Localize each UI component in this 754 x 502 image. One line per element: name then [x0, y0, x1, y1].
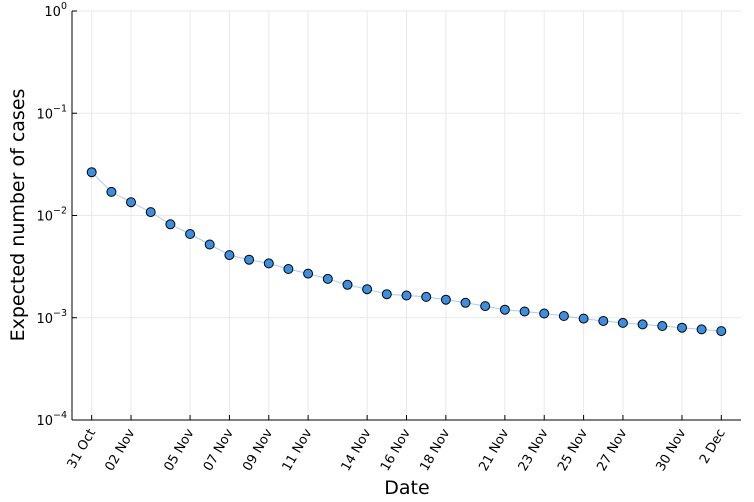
data-point — [440, 294, 451, 305]
data-point — [342, 279, 353, 290]
data-point — [401, 290, 412, 301]
data-point — [539, 308, 550, 319]
data-point — [480, 301, 491, 312]
x-tick-label: 21 Nov — [476, 426, 512, 474]
data-point — [499, 304, 510, 315]
data-point — [716, 326, 727, 337]
x-tick-label: 31 Oct — [65, 427, 100, 472]
data-point — [303, 268, 314, 279]
data-point — [460, 297, 471, 308]
x-tick-label: 02 Nov — [102, 426, 138, 474]
grid-lines — [72, 10, 741, 421]
axes — [71, 10, 741, 421]
data-point — [696, 324, 707, 335]
x-tick-label: 14 Nov — [339, 426, 375, 474]
data-point — [421, 291, 432, 302]
x-tick-labels: 31 Oct 02 Nov 05 Nov 07 Nov 09 Nov 11 Nov 14 N… — [65, 426, 729, 474]
data-point — [165, 219, 176, 230]
y-tick-label: 10−4 — [36, 410, 67, 429]
x-tick-label: 18 Nov — [417, 426, 453, 474]
data-point — [657, 321, 668, 331]
data-point — [558, 311, 569, 321]
x-tick-label: 23 Nov — [516, 426, 552, 474]
data-point — [145, 207, 156, 218]
y-tick-label: 100 — [44, 1, 67, 20]
data-point — [204, 239, 215, 250]
data-point — [322, 273, 333, 284]
y-tick-label: 10−2 — [36, 206, 67, 225]
x-tick-label: 11 Nov — [280, 426, 316, 474]
x-tick-label: 25 Nov — [555, 426, 591, 474]
data-point — [106, 186, 117, 197]
data-point — [362, 284, 373, 295]
data-point — [224, 250, 235, 261]
data-point — [381, 289, 392, 300]
data-point — [519, 306, 530, 317]
x-axis-label: Date — [384, 477, 429, 499]
y-tick-label: 10−1 — [36, 103, 67, 122]
data-point — [283, 264, 294, 274]
data-point — [185, 229, 196, 239]
x-tick-label: 05 Nov — [162, 426, 198, 474]
data-point — [263, 258, 274, 269]
x-tick-label: 2 Dec — [697, 427, 729, 467]
data-point — [244, 254, 255, 265]
y-tick-label: 10−3 — [36, 308, 67, 327]
data-point — [598, 316, 609, 326]
data-point — [617, 317, 628, 328]
x-tick-label: 30 Nov — [653, 426, 689, 474]
y-tick-labels: 10−4 10−3 10−2 10−1 100 — [36, 1, 67, 429]
x-tick-label: 09 Nov — [240, 426, 276, 474]
data-point — [637, 319, 648, 330]
x-tick-label: 07 Nov — [201, 426, 237, 474]
data-point — [126, 197, 136, 208]
x-tick-label: 16 Nov — [378, 426, 414, 474]
x-tick-label: 27 Nov — [594, 426, 630, 474]
y-axis-label: Expected number of cases — [7, 89, 29, 342]
data-point — [86, 167, 97, 178]
series-1 — [86, 167, 727, 337]
data-point — [578, 313, 589, 324]
data-point — [677, 322, 687, 333]
